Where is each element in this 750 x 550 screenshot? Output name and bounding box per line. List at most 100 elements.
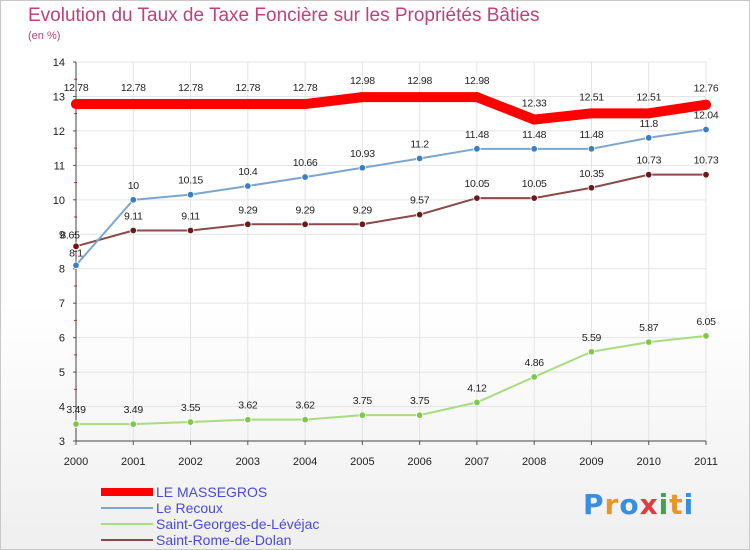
data-point (300, 99, 311, 110)
data-label: 12.33 (522, 98, 547, 110)
data-label: 12.51 (579, 91, 604, 103)
y-tick-label: 9 (59, 229, 65, 241)
series-line (75, 334, 707, 426)
x-tick-label: 2006 (407, 456, 431, 468)
data-label: 3.49 (124, 404, 144, 416)
data-point (530, 145, 538, 153)
data-point (301, 220, 309, 228)
x-tick-label: 2011 (694, 456, 718, 468)
data-point (587, 348, 596, 356)
logo-letter: r (604, 488, 620, 521)
data-point (587, 184, 596, 192)
data-label: 9.11 (181, 210, 200, 222)
y-tick-label: 3 (59, 436, 65, 448)
legend-label: LE MASSEGROS (156, 484, 268, 500)
logo-letter: t (669, 488, 684, 521)
logo-letter: x (639, 488, 659, 521)
data-point (244, 220, 252, 228)
legend-label: Saint-Georges-de-Lévéjac (156, 516, 320, 532)
data-point (244, 415, 252, 424)
data-label: 6.05 (696, 316, 716, 328)
y-tick-label: 14 (53, 57, 65, 69)
data-point (242, 99, 253, 110)
data-label: 3.62 (295, 400, 315, 412)
data-point (529, 114, 540, 125)
legend-swatch (101, 507, 153, 509)
legend-swatch (101, 488, 153, 496)
data-label: 9.11 (124, 210, 143, 222)
x-tick-label: 2003 (236, 456, 260, 468)
series-labels: 12.78 12.78 12.78 12.78 12.78 12.98 12.98 12.98… (60, 75, 719, 416)
y-tick-label: 4 (59, 402, 65, 414)
data-label: 10.73 (636, 155, 661, 167)
data-point (701, 99, 711, 110)
data-label: 12.78 (235, 82, 260, 94)
x-tick-label: 2004 (293, 456, 317, 468)
y-tick-label: 10 (53, 195, 65, 207)
y-tick-label: 7 (59, 298, 65, 310)
y-tick-label: 12 (53, 126, 65, 138)
data-label: 12.76 (694, 83, 719, 95)
data-point (129, 420, 137, 428)
data-point (473, 398, 481, 407)
data-label: 10 (128, 180, 140, 192)
data-point (530, 194, 538, 202)
x-tick-label: 2001 (121, 456, 145, 468)
data-label: 10.05 (465, 178, 490, 190)
data-label: 3.55 (181, 402, 201, 414)
data-label: 12.98 (350, 75, 375, 87)
data-label: 12.98 (465, 75, 490, 87)
y-tick-label: 8 (59, 264, 65, 276)
data-point (473, 145, 481, 153)
data-point (301, 415, 309, 424)
x-tick-label: 2005 (350, 456, 374, 468)
data-point (357, 92, 368, 103)
data-point (128, 99, 139, 110)
data-point (702, 332, 710, 340)
legend-swatch (101, 523, 153, 525)
series-line (71, 92, 711, 125)
data-label: 8.65 (60, 229, 80, 241)
data-point (645, 170, 653, 179)
data-label: 4.86 (525, 357, 545, 369)
data-point (71, 99, 81, 110)
data-label: 5.87 (639, 322, 659, 334)
data-point (72, 261, 80, 269)
data-point (244, 182, 252, 190)
data-point (72, 242, 80, 251)
data-label: 12.98 (407, 75, 432, 87)
data-label: 12.78 (121, 82, 146, 94)
data-label: 10.15 (178, 175, 203, 187)
data-label: 9.29 (353, 204, 373, 216)
data-point (587, 145, 596, 153)
logo-letter: i (683, 488, 695, 521)
data-point (72, 420, 80, 428)
data-label: 11.48 (522, 129, 546, 141)
data-label: 10.66 (293, 157, 318, 169)
data-point (129, 196, 137, 204)
data-point (702, 125, 710, 134)
data-label: 12.78 (64, 82, 89, 94)
data-label: 11.8 (639, 118, 658, 130)
data-label: 3.49 (66, 404, 86, 416)
data-point (129, 226, 137, 235)
data-point (702, 170, 710, 179)
x-tick-label: 2002 (178, 456, 202, 468)
data-label: 3.75 (353, 395, 373, 407)
logo-letter: P (583, 488, 605, 521)
data-point (473, 194, 481, 202)
data-point (415, 210, 424, 219)
data-label: 11.2 (410, 138, 429, 150)
data-point (415, 154, 424, 163)
data-label: 10.73 (694, 155, 719, 167)
data-label: 10.35 (579, 168, 604, 180)
data-point (586, 108, 597, 119)
series-lines (71, 92, 711, 426)
data-label: 9.29 (238, 204, 258, 216)
proxiti-logo: Proxiti (583, 488, 694, 521)
y-tick-label: 13 (53, 91, 65, 103)
y-tick-label: 6 (59, 333, 65, 345)
data-label: 9.57 (410, 195, 430, 207)
data-label: 10.05 (522, 178, 547, 190)
axes: 3 4 5 6 7 8 9 10 11 12 13 14 2000 2001 2002 2003 2004 200… (53, 57, 718, 468)
